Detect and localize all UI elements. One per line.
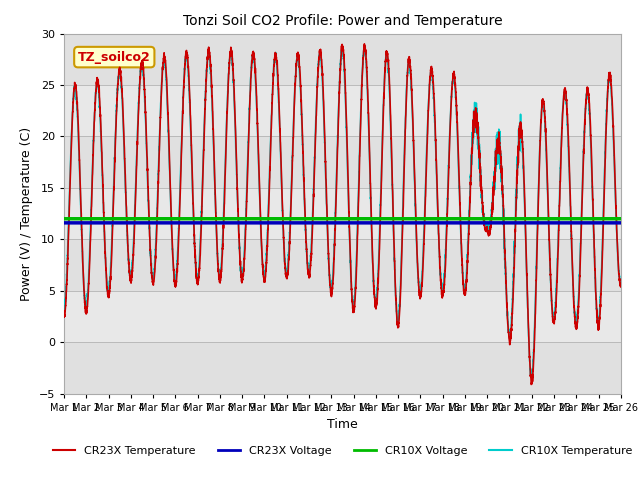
X-axis label: Time: Time bbox=[327, 418, 358, 431]
Bar bbox=[64, 34, 621, 85]
Title: Tonzi Soil CO2 Profile: Power and Temperature: Tonzi Soil CO2 Profile: Power and Temper… bbox=[182, 14, 502, 28]
Bar bbox=[64, 240, 621, 291]
Bar bbox=[64, 291, 621, 342]
Bar bbox=[64, 85, 621, 136]
Bar bbox=[64, 136, 621, 188]
Text: TZ_soilco2: TZ_soilco2 bbox=[78, 50, 150, 63]
Bar bbox=[64, 188, 621, 240]
Bar bbox=[64, 342, 621, 394]
Legend: CR23X Temperature, CR23X Voltage, CR10X Voltage, CR10X Temperature: CR23X Temperature, CR23X Voltage, CR10X … bbox=[49, 441, 636, 460]
Y-axis label: Power (V) / Temperature (C): Power (V) / Temperature (C) bbox=[20, 127, 33, 300]
